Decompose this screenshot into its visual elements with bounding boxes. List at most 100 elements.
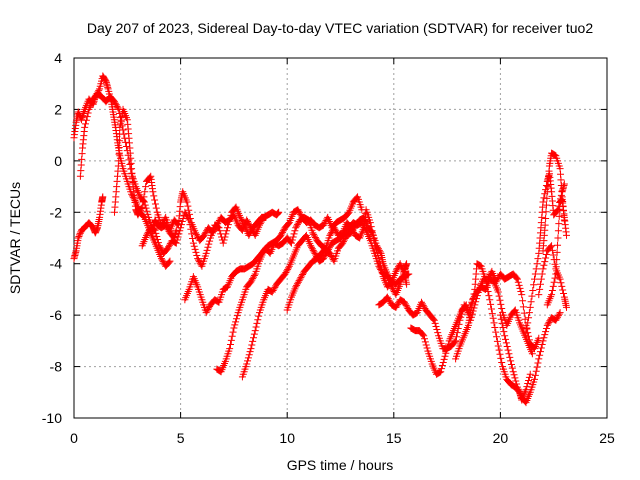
data-point — [534, 255, 542, 263]
data-point — [526, 303, 534, 311]
data-point — [528, 292, 536, 300]
data-point — [488, 310, 496, 318]
data-point — [228, 332, 236, 340]
x-tick-label: 20 — [493, 430, 509, 446]
data-point — [375, 262, 383, 270]
data-point — [222, 230, 230, 238]
data-point — [525, 309, 533, 317]
data-point — [490, 319, 498, 327]
data-point — [296, 210, 304, 218]
data-point — [384, 295, 392, 303]
data-point — [444, 343, 452, 351]
data-point — [505, 350, 513, 358]
data-point — [250, 334, 258, 342]
data-point — [535, 334, 543, 342]
data-point — [202, 309, 210, 317]
data-point — [536, 348, 544, 356]
data-point — [421, 335, 429, 343]
data-point — [540, 334, 548, 342]
data-point — [166, 241, 174, 249]
data-point — [374, 243, 382, 251]
data-point — [529, 286, 537, 294]
data-point — [543, 194, 551, 202]
data-point — [154, 239, 162, 247]
data-point — [360, 223, 368, 231]
data-point — [161, 215, 169, 223]
data-point — [289, 233, 297, 241]
data-point — [484, 287, 492, 295]
data-point — [496, 296, 504, 304]
data-point — [553, 256, 561, 264]
data-point — [542, 182, 550, 190]
data-point — [134, 211, 142, 219]
data-point — [451, 338, 459, 346]
data-point — [501, 332, 509, 340]
data-point — [296, 275, 304, 283]
data-point — [519, 303, 527, 311]
data-point — [497, 315, 505, 323]
data-point — [83, 113, 91, 121]
data-point — [185, 206, 193, 214]
data-point — [498, 304, 506, 312]
data-point — [383, 293, 391, 301]
data-point — [246, 348, 254, 356]
data-point — [142, 204, 150, 212]
data-point — [311, 249, 319, 257]
data-point — [554, 227, 562, 235]
data-point — [386, 298, 394, 306]
data-point — [493, 333, 501, 341]
data-point — [469, 295, 477, 303]
data-point — [527, 298, 535, 306]
data-point — [202, 249, 210, 257]
data-point — [246, 230, 254, 238]
data-point — [229, 328, 237, 336]
data-point — [438, 365, 446, 373]
data-point — [174, 233, 182, 241]
data-point — [224, 221, 232, 229]
data-point — [143, 230, 151, 238]
data-point — [532, 265, 540, 273]
data-point — [140, 212, 148, 220]
data-point — [141, 188, 149, 196]
data-point — [507, 361, 515, 369]
data-point — [545, 318, 553, 326]
data-point — [116, 123, 124, 131]
data-point — [213, 223, 221, 231]
data-point — [542, 201, 550, 209]
data-point — [142, 231, 150, 239]
data-point — [176, 227, 184, 235]
data-point — [158, 256, 166, 264]
data-point — [294, 219, 302, 227]
data-point — [553, 248, 561, 256]
data-point — [482, 279, 490, 287]
y-tick-label: 2 — [54, 101, 62, 117]
data-point — [200, 231, 208, 239]
data-point — [192, 230, 200, 238]
data-point — [525, 314, 533, 322]
data-point — [268, 288, 276, 296]
data-point — [467, 309, 475, 317]
data-point — [111, 98, 119, 106]
data-point — [493, 276, 501, 284]
data-point — [483, 283, 491, 291]
data-point — [153, 232, 161, 240]
data-point — [247, 278, 255, 286]
data-point — [140, 193, 148, 201]
data-point — [255, 312, 263, 320]
data-point — [474, 289, 482, 297]
data-point — [193, 251, 201, 259]
data-point — [151, 196, 159, 204]
data-point — [400, 298, 408, 306]
data-point — [487, 300, 495, 308]
data-point — [225, 218, 233, 226]
data-point — [431, 319, 439, 327]
data-point — [539, 198, 547, 206]
y-tick-label: -2 — [50, 204, 63, 220]
data-point — [470, 290, 478, 298]
data-point — [432, 322, 440, 330]
data-point — [137, 205, 145, 213]
data-point — [310, 230, 318, 238]
data-point — [502, 339, 510, 347]
y-tick-label: -10 — [42, 410, 62, 426]
data-point — [437, 368, 445, 376]
